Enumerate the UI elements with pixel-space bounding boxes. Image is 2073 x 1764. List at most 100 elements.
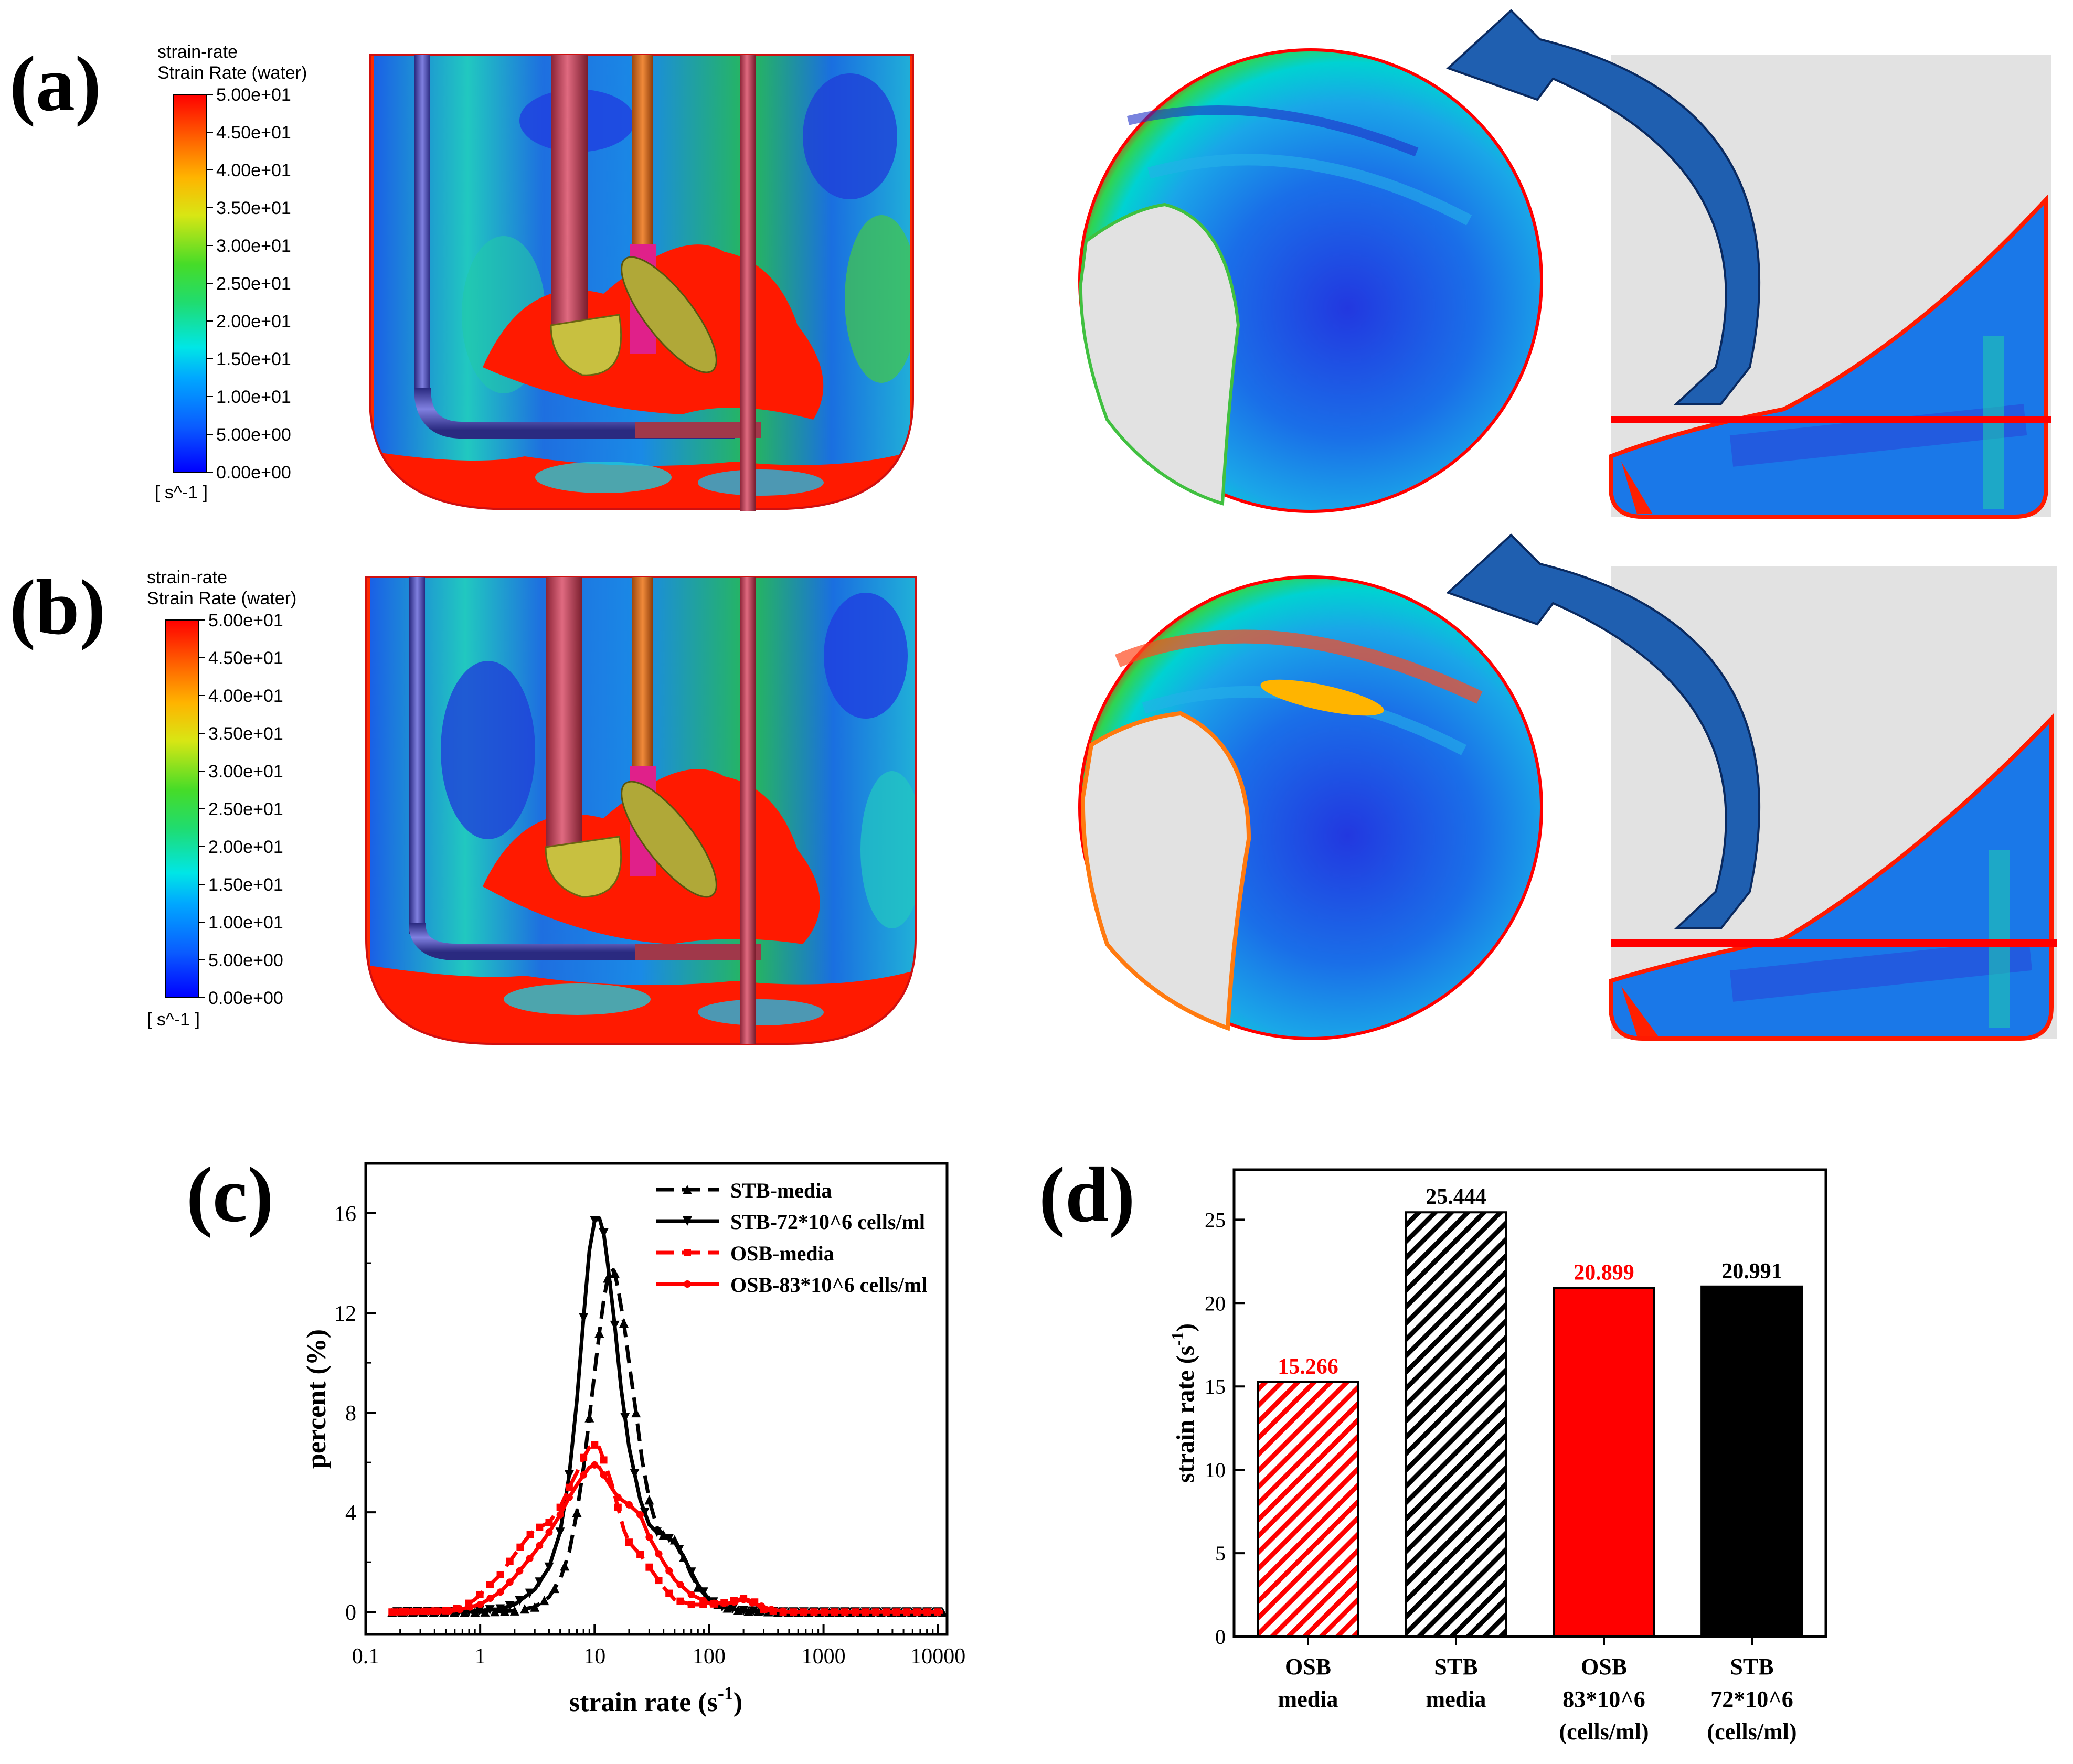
chart-c-marker xyxy=(486,1595,494,1602)
chart-c-marker xyxy=(496,1588,504,1596)
chart-c-marker xyxy=(923,1608,931,1616)
chart-c-marker xyxy=(758,1602,766,1610)
chart-c-y-axis-label: percent (%) xyxy=(302,1329,332,1469)
chart-c-marker xyxy=(600,1471,608,1479)
colorbar-a-tick-label: 1.50e+01 xyxy=(216,349,291,369)
chart-c-marker xyxy=(550,1584,560,1594)
chart-d-axes: 0 5 10 15 20 25 xyxy=(1205,1208,1245,1649)
cut-line-b xyxy=(1611,939,2057,947)
colorbar-b-tick-label: 2.50e+01 xyxy=(208,799,283,819)
chart-c-marker xyxy=(414,1608,422,1616)
chart-c-marker xyxy=(445,1607,453,1615)
chart-c-marker xyxy=(684,1280,691,1288)
colorbar-a-tick-label: 5.00e+01 xyxy=(216,85,291,105)
chart-c-marker xyxy=(801,1608,809,1616)
chart-c-marker xyxy=(580,1453,588,1461)
chart-c: 0.1 1 10 100 1000 10000 0 4 8 12 16 STB-media STB-7… xyxy=(302,1162,965,1717)
chart-c-marker xyxy=(636,1551,644,1558)
panel-label-a: (a) xyxy=(9,40,101,127)
colorbar-a-title-2: Strain Rate (water) xyxy=(157,63,307,83)
chart-c-x-axis-label: strain rate (s-1) xyxy=(569,1683,742,1717)
chart-d-y-axis-label: strain rate (s-1) xyxy=(1168,1323,1199,1483)
chart-c-series xyxy=(387,1216,948,1617)
chart-c-marker xyxy=(435,1607,443,1615)
chart-d-value-label: 20.991 xyxy=(1721,1259,1782,1284)
chart-c-marker xyxy=(545,1528,553,1536)
colorbar-a-tick-label: 2.00e+01 xyxy=(216,312,291,332)
chart-d-bar xyxy=(1553,1287,1655,1638)
chart-c-marker xyxy=(739,1606,749,1616)
chart-c-marker xyxy=(530,1602,540,1612)
chart-c-marker xyxy=(555,1527,565,1537)
disc-b-gray-region xyxy=(1080,711,1251,1031)
chart-c-marker xyxy=(842,1608,849,1616)
curved-arrow-a xyxy=(1446,9,1761,405)
chart-c-marker xyxy=(625,1501,633,1509)
chart-c-marker xyxy=(591,1441,599,1449)
vessel-contour-a xyxy=(369,54,914,511)
chart-c-marker xyxy=(619,1318,629,1328)
chart-c-marker xyxy=(544,1562,554,1572)
chart-c-marker xyxy=(740,1596,748,1603)
chart-d-category-label: 72*10^6 xyxy=(1710,1686,1793,1712)
chart-c-marker xyxy=(584,1413,594,1423)
disc-a-gray-region xyxy=(1079,202,1240,506)
chart-d-category-label: 83*10^6 xyxy=(1562,1686,1645,1712)
colorbar-b-title-2: Strain Rate (water) xyxy=(147,589,296,608)
chart-c-marker xyxy=(676,1597,684,1605)
chart-d-value-label: 15.266 xyxy=(1278,1355,1338,1379)
colorbar-a-ticks: 5.00e+01 4.50e+01 4.00e+01 3.50e+01 3.00e+01… xyxy=(207,85,291,483)
colorbar-b-tick-label: 4.50e+01 xyxy=(208,648,283,668)
chart-c-marker xyxy=(610,1320,620,1330)
colorbar-a-unit: [ s^-1 ] xyxy=(155,483,208,503)
chart-c-marker xyxy=(476,1590,484,1598)
chart-d-category-label: OSB xyxy=(1581,1654,1627,1680)
chart-c-marker xyxy=(506,1557,514,1565)
chart-c-marker xyxy=(394,1608,401,1616)
vessel-contour-b xyxy=(365,576,917,1045)
chart-d-value-label: 25.444 xyxy=(1426,1185,1486,1209)
chart-d-bars: 15.266 OSB media 25.444 STB media 20.899 OSB 83*… xyxy=(1257,1185,1803,1745)
chart-c-marker xyxy=(614,1493,622,1501)
chart-c-marker xyxy=(599,1228,609,1238)
chart-c-marker xyxy=(560,1561,570,1571)
chart-c-marker xyxy=(665,1567,673,1575)
chart-c-y-tick-label: 16 xyxy=(334,1202,356,1226)
chart-c-x-tick-label: 1000 xyxy=(802,1644,846,1669)
chart-c-marker xyxy=(683,1216,692,1226)
cut-line-a xyxy=(1611,416,2051,423)
colorbar-b-unit: [ s^-1 ] xyxy=(147,1010,200,1030)
chart-c-marker xyxy=(728,1604,738,1614)
chart-c-marker xyxy=(565,1493,573,1501)
colorbar-b-title-1: strain-rate xyxy=(147,568,227,587)
chart-c-marker xyxy=(645,1563,653,1571)
chart-c-marker xyxy=(594,1328,604,1338)
chart-c-y-tick-label: 12 xyxy=(334,1302,356,1326)
chart-c-marker xyxy=(790,1608,798,1616)
chart-c-marker xyxy=(779,1607,787,1615)
chart-c-marker xyxy=(539,1596,549,1606)
colorbar-b-tick-label: 3.50e+01 xyxy=(208,724,283,744)
colorbar-a-title-1: strain-rate xyxy=(157,42,238,62)
chart-c-marker xyxy=(630,1469,640,1479)
chart-c-legend: STB-media STB-72*10^6 cells/ml OSB-media OS… xyxy=(656,1179,927,1297)
chart-c-marker xyxy=(687,1600,695,1608)
chart-c-marker xyxy=(515,1596,525,1606)
chart-c-marker xyxy=(748,1599,756,1607)
chart-d-y-tick-label: 20 xyxy=(1205,1291,1226,1315)
chart-c-marker xyxy=(526,1531,534,1538)
colorbar-a-tick-label: 3.00e+01 xyxy=(216,236,291,256)
chart-c-marker xyxy=(676,1580,684,1588)
chart-c-marker xyxy=(748,1606,758,1616)
colorbar-a-tick-label: 0.00e+00 xyxy=(216,463,291,483)
chart-d-bar xyxy=(1405,1211,1507,1638)
chart-c-marker xyxy=(665,1589,673,1597)
chart-d-category-label: STB xyxy=(1434,1654,1477,1680)
chart-d-y-tick-label: 10 xyxy=(1205,1458,1226,1482)
chart-c-marker xyxy=(831,1608,839,1616)
chart-c-marker xyxy=(933,1608,941,1616)
chart-c-marker xyxy=(500,1606,510,1616)
chart-c-marker xyxy=(466,1603,474,1611)
chart-c-marker xyxy=(892,1608,900,1616)
